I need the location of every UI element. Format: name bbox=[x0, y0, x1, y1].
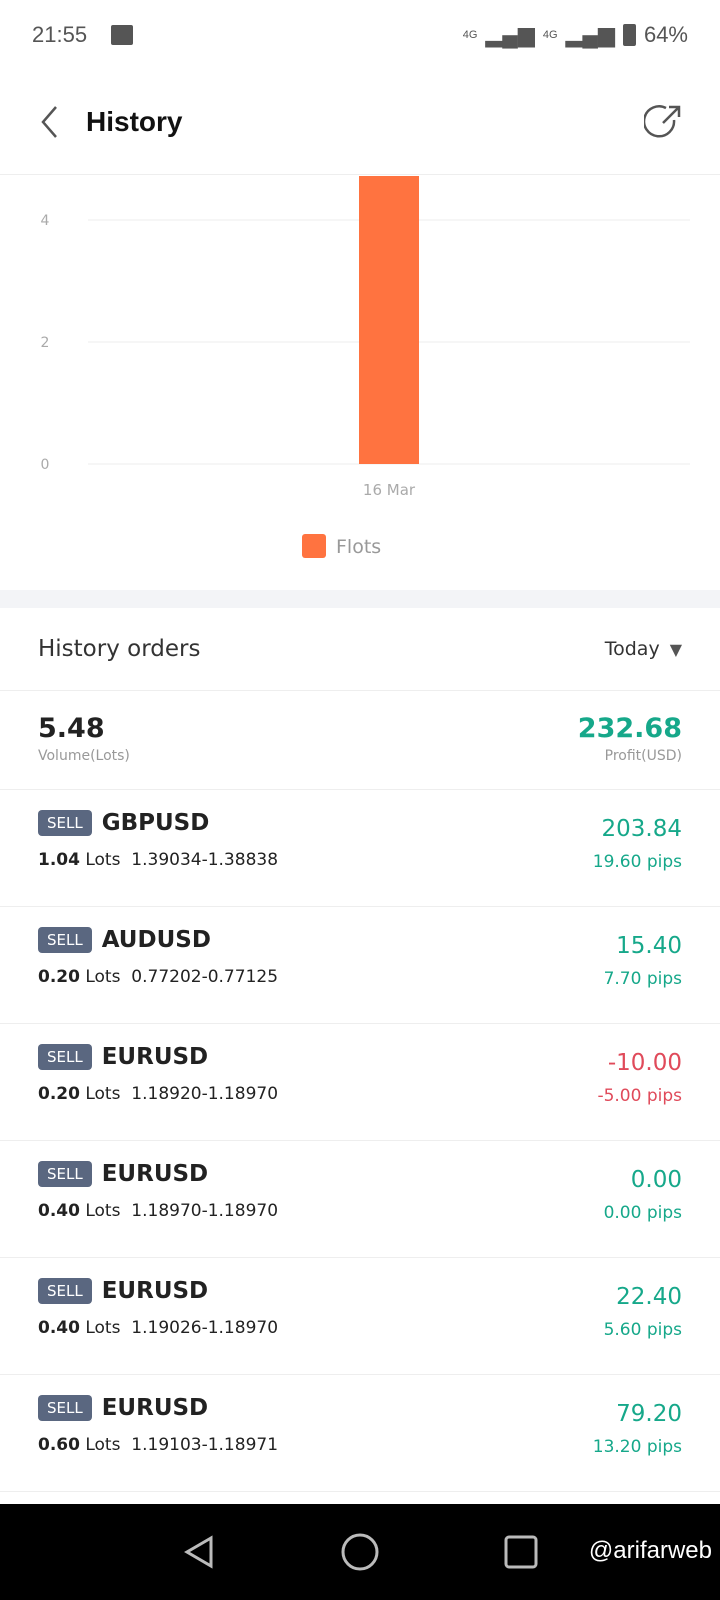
clock: 21:55 bbox=[32, 22, 88, 47]
orders-title: History orders bbox=[38, 636, 201, 662]
lots: 1.04 bbox=[38, 850, 80, 870]
orders-header: History orders Today ▼ bbox=[0, 608, 720, 691]
y-tick-label: 4 bbox=[41, 213, 50, 229]
symbol: EURUSD bbox=[101, 1161, 209, 1187]
period-value: Today bbox=[604, 638, 660, 660]
lots: 0.40 bbox=[38, 1318, 80, 1338]
back-icon[interactable] bbox=[38, 104, 62, 140]
order-row[interactable]: SELL EURUSD 0.40 Lots 1.18970-1.18970 0.0… bbox=[0, 1141, 720, 1258]
divider bbox=[0, 590, 720, 608]
gallery-icon bbox=[111, 25, 134, 45]
navigation-bar bbox=[0, 1504, 720, 1600]
order-row[interactable]: SELL AUDUSD 0.20 Lots 0.77202-0.77125 15.… bbox=[0, 907, 720, 1024]
network-label: 4G bbox=[462, 29, 478, 41]
order-row[interactable]: SELL GBPUSD 1.04 Lots 1.39034-1.38838 203… bbox=[0, 790, 720, 907]
symbol: EURUSD bbox=[101, 1044, 209, 1070]
legend-label: Flots bbox=[336, 536, 381, 558]
summary: 5.48 Volume(Lots) 232.68 Profit(USD) bbox=[0, 691, 720, 790]
volume-value: 5.48 bbox=[38, 713, 105, 744]
order-row[interactable]: SELL EURUSD 0.20 Lots 1.18920-1.18970 -10… bbox=[0, 1024, 720, 1141]
profit-label: Profit(USD) bbox=[604, 748, 682, 764]
signal-icon: ▂▄▆ bbox=[565, 22, 615, 47]
prices: 1.18920-1.18970 bbox=[131, 1084, 279, 1104]
lots: 0.40 bbox=[38, 1201, 80, 1221]
status-bar: 21:55 4G ▂▄▆ 4G ▂▄▆ 64% bbox=[0, 0, 720, 70]
prices: 0.77202-0.77125 bbox=[131, 967, 279, 987]
order-profit: -10.00 bbox=[607, 1050, 682, 1076]
recents-nav-icon[interactable] bbox=[503, 1534, 539, 1570]
lots-unit: Lots bbox=[85, 1201, 121, 1221]
order-pips: -5.00 pips bbox=[597, 1086, 682, 1106]
y-tick-label: 2 bbox=[41, 335, 50, 351]
order-pips: 13.20 pips bbox=[592, 1437, 682, 1457]
home-nav-icon[interactable] bbox=[340, 1532, 380, 1572]
lots-unit: Lots bbox=[85, 967, 121, 987]
watermark: @arifarweb bbox=[588, 1537, 712, 1564]
lots-unit: Lots bbox=[85, 1084, 121, 1104]
battery-icon bbox=[622, 24, 636, 46]
side-badge: SELL bbox=[38, 927, 92, 953]
prices: 1.19026-1.18970 bbox=[131, 1318, 279, 1338]
side-badge: SELL bbox=[38, 1278, 92, 1304]
lots: 0.60 bbox=[38, 1435, 80, 1455]
orders-list: SELL GBPUSD 1.04 Lots 1.39034-1.38838 203… bbox=[0, 790, 720, 1492]
order-profit: 15.40 bbox=[616, 933, 682, 959]
battery-level: 64% bbox=[643, 22, 688, 47]
order-profit: 203.84 bbox=[601, 816, 682, 842]
volume-label: Volume(Lots) bbox=[38, 748, 130, 764]
side-badge: SELL bbox=[38, 1395, 92, 1421]
order-profit: 22.40 bbox=[616, 1284, 682, 1310]
period-dropdown[interactable]: Today ▼ bbox=[605, 638, 682, 660]
order-profit: 79.20 bbox=[616, 1401, 682, 1427]
signal-icon: ▂▄▆ bbox=[485, 22, 535, 47]
side-badge: SELL bbox=[38, 810, 92, 836]
lots: 0.20 bbox=[38, 1084, 80, 1104]
back-nav-icon[interactable] bbox=[181, 1534, 217, 1570]
order-pips: 7.70 pips bbox=[603, 969, 682, 989]
x-tick-label: 16 Mar bbox=[363, 481, 416, 499]
side-badge: SELL bbox=[38, 1161, 92, 1187]
symbol: EURUSD bbox=[101, 1395, 209, 1421]
lots-unit: Lots bbox=[85, 850, 121, 870]
order-row[interactable]: SELL EURUSD 0.60 Lots 1.19103-1.18971 79.… bbox=[0, 1375, 720, 1492]
order-row[interactable]: SELL EURUSD 0.40 Lots 1.19026-1.18970 22.… bbox=[0, 1258, 720, 1375]
prices: 1.18970-1.18970 bbox=[131, 1201, 279, 1221]
page-title: History bbox=[86, 106, 183, 137]
order-pips: 5.60 pips bbox=[603, 1320, 682, 1340]
symbol: EURUSD bbox=[101, 1278, 209, 1304]
profit-value: 232.68 bbox=[577, 713, 682, 744]
symbol: GBPUSD bbox=[101, 810, 210, 836]
app-header: History bbox=[0, 70, 720, 175]
order-pips: 0.00 pips bbox=[603, 1203, 682, 1223]
lots: 0.20 bbox=[38, 967, 80, 987]
legend-swatch bbox=[302, 534, 326, 558]
y-tick-label: 0 bbox=[41, 457, 50, 473]
lots-unit: Lots bbox=[85, 1318, 121, 1338]
order-pips: 19.60 pips bbox=[592, 852, 682, 872]
side-badge: SELL bbox=[38, 1044, 92, 1070]
share-icon[interactable] bbox=[644, 102, 684, 142]
caret-down-icon: ▼ bbox=[669, 639, 682, 659]
order-profit: 0.00 bbox=[630, 1167, 682, 1193]
bar bbox=[359, 176, 419, 464]
prices: 1.19103-1.18971 bbox=[131, 1435, 279, 1455]
lots-chart: 0 2 4 16 Mar Flots bbox=[0, 176, 720, 590]
lots-unit: Lots bbox=[85, 1435, 121, 1455]
prices: 1.39034-1.38838 bbox=[131, 850, 279, 870]
network-label-2: 4G bbox=[542, 29, 558, 41]
symbol: AUDUSD bbox=[101, 927, 211, 953]
